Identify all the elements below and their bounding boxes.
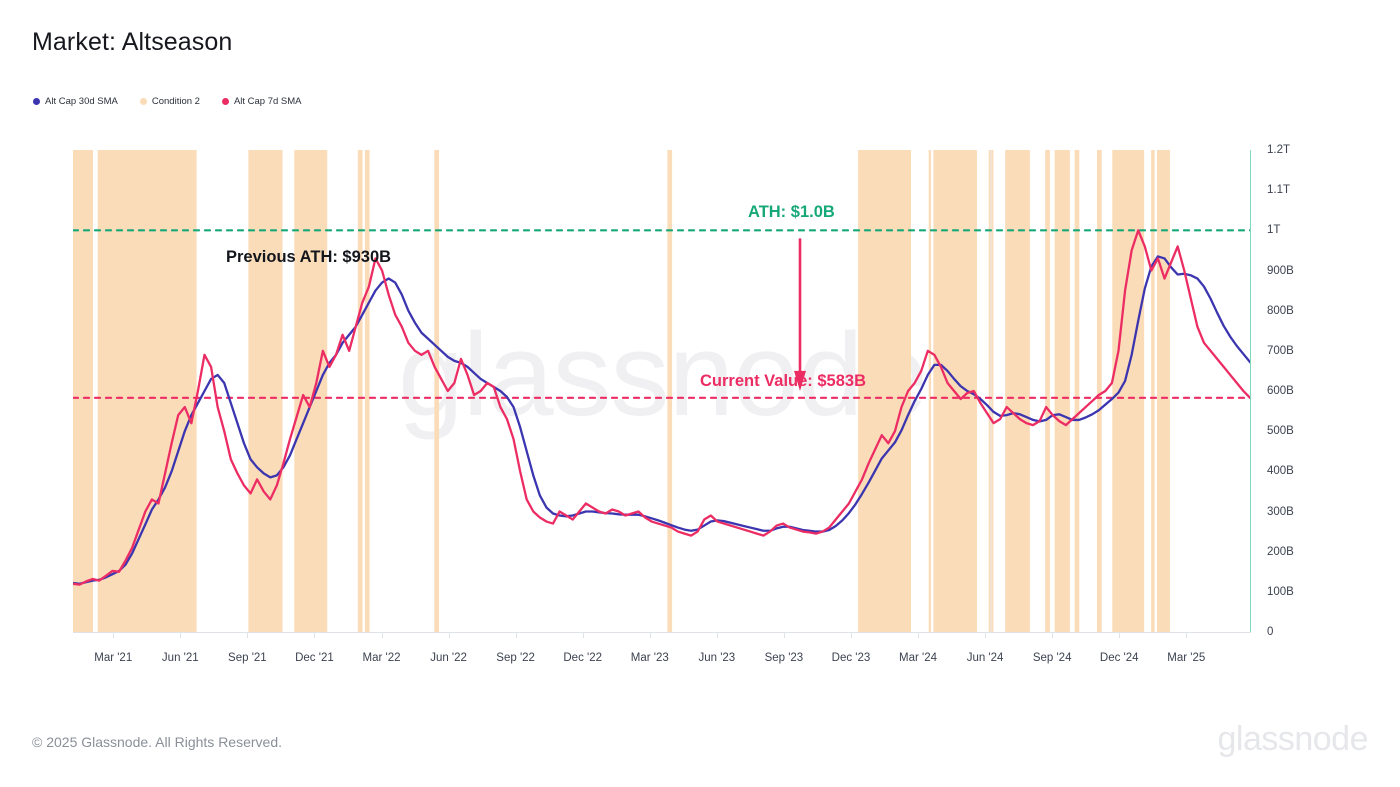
x-axis-tick: Mar '22: [362, 652, 401, 664]
condition-band: [858, 150, 912, 632]
condition-band: [357, 150, 363, 632]
current-value-arrow: [794, 238, 806, 391]
y-axis-tick: 0: [1267, 626, 1274, 638]
x-axis-tick-mark: [1052, 632, 1054, 638]
x-axis-tick: Jun '21: [161, 652, 199, 664]
x-axis-tick-mark: [180, 632, 182, 638]
y-axis-line: [1250, 150, 1252, 632]
x-axis-tick: Mar '24: [899, 652, 938, 664]
condition-band: [928, 150, 932, 632]
annotation-ath: ATH: $1.0B: [748, 203, 835, 221]
y-axis-tick: 400B: [1267, 465, 1294, 478]
condition-band: [434, 150, 440, 632]
y-axis-tick: 700B: [1267, 344, 1294, 357]
x-axis-tick-mark: [985, 632, 987, 638]
legend-dot-icon: [33, 98, 40, 105]
footer-brand-logo: glassnode: [1217, 720, 1368, 758]
legend-item-alt-cap-30d-sma[interactable]: Alt Cap 30d SMA: [33, 96, 118, 107]
condition-band: [1112, 150, 1145, 632]
x-axis-tick-mark: [783, 632, 785, 638]
x-axis-tick-mark: [113, 632, 115, 638]
y-axis-tick: 300B: [1267, 505, 1294, 518]
condition-band: [73, 150, 94, 632]
x-axis-tick: Sep '22: [496, 652, 535, 664]
legend-item-condition-2[interactable]: Condition 2: [139, 96, 200, 107]
x-axis-tick-mark: [314, 632, 316, 638]
x-axis-tick-mark: [716, 632, 718, 638]
glassnode-watermark: glassnode: [398, 309, 928, 441]
y-axis-tick: 1.2T: [1267, 144, 1291, 156]
y-axis-tick: 900B: [1267, 264, 1294, 277]
x-axis-tick: Jun '23: [698, 652, 736, 664]
condition-band: [1005, 150, 1030, 632]
legend-item-alt-cap-7d-sma[interactable]: Alt Cap 7d SMA: [221, 96, 302, 107]
annotation-previous-ath: Previous ATH: $930B: [226, 248, 392, 266]
y-axis-tick: 1T: [1267, 224, 1281, 237]
legend-label: Alt Cap 30d SMA: [45, 96, 118, 107]
legend-label: Condition 2: [151, 96, 200, 107]
legend-label: Alt Cap 7d SMA: [233, 96, 302, 107]
x-axis-tick: Dec '22: [563, 652, 603, 664]
footer-copyright: © 2025 Glassnode. All Rights Reserved.: [32, 734, 283, 750]
condition-band: [1157, 150, 1170, 632]
condition-band: [1054, 150, 1070, 632]
x-axis-tick: Mar '23: [630, 652, 669, 664]
condition-band: [294, 150, 328, 632]
x-axis-tick: Dec '23: [831, 652, 871, 664]
series-line: [73, 229, 1250, 586]
x-axis-tick: Sep '24: [1032, 652, 1072, 664]
x-axis-tick: Sep '21: [228, 652, 267, 664]
x-axis-tick-mark: [582, 632, 584, 638]
x-axis-tick-mark: [448, 632, 450, 638]
y-axis-tick: 100B: [1267, 585, 1294, 598]
x-axis-tick-mark: [247, 632, 249, 638]
x-axis-tick: Jun '22: [430, 652, 467, 664]
annotation-current-value: Current Value: $583B: [700, 372, 866, 390]
y-axis-tick: 600B: [1267, 385, 1294, 397]
legend-dot-icon: [139, 98, 147, 105]
x-axis-tick: Sep '23: [764, 652, 804, 664]
condition-band: [1151, 150, 1155, 632]
y-axis-tick: 200B: [1267, 545, 1294, 558]
y-axis-tick: 1.1T: [1267, 184, 1291, 197]
x-axis-tick-mark: [381, 632, 383, 638]
x-axis-tick-mark: [918, 632, 920, 638]
x-axis-tick-mark: [649, 632, 651, 638]
condition-band: [667, 150, 673, 632]
y-axis-tick: 500B: [1267, 425, 1294, 438]
condition-band: [1045, 150, 1050, 632]
chart-svg: [73, 150, 1250, 632]
page-title: Market: Altseason: [32, 28, 233, 56]
series-line: [73, 255, 1250, 585]
x-axis-line: [73, 632, 1251, 633]
condition-band: [97, 150, 197, 632]
x-axis-tick-mark: [1119, 632, 1121, 638]
x-axis-tick-mark: [850, 632, 852, 638]
condition-band: [1096, 150, 1102, 632]
y-axis-tick: 800B: [1267, 304, 1294, 317]
condition-band: [248, 150, 283, 632]
condition-band: [1074, 150, 1080, 632]
x-axis-tick-mark: [1186, 632, 1188, 638]
chart-plot-area: [73, 150, 1250, 632]
legend-dot-icon: [221, 98, 229, 105]
x-axis-tick: Mar '25: [1167, 652, 1206, 664]
chart-legend: Alt Cap 30d SMA Condition 2 Alt Cap 7d S…: [33, 96, 302, 107]
x-axis-tick: Mar '21: [94, 652, 133, 664]
condition-band: [364, 150, 370, 632]
x-axis-tick-mark: [515, 632, 517, 638]
x-axis-tick: Dec '21: [295, 652, 334, 664]
x-axis-tick: Jun '24: [966, 652, 1004, 664]
x-axis-tick: Dec '24: [1099, 652, 1139, 664]
